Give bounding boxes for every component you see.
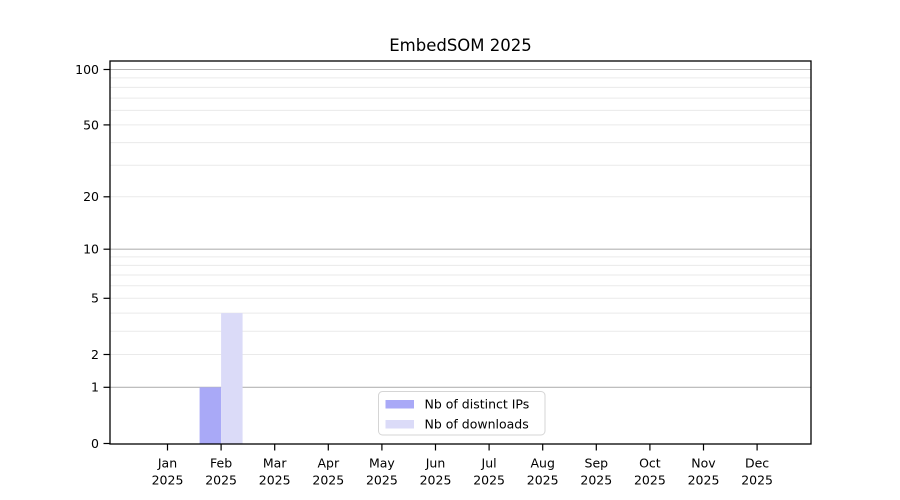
x-tick-label-year-oct: 2025 xyxy=(634,473,666,488)
legend-box xyxy=(378,391,546,436)
x-tick-label-year-feb: 2025 xyxy=(205,473,237,488)
y-tick-label-20: 20 xyxy=(83,189,99,204)
x-tick-label-year-aug: 2025 xyxy=(527,473,559,488)
x-tick-label-year-jul: 2025 xyxy=(473,473,505,488)
y-tick-label-50: 50 xyxy=(83,117,99,132)
legend: Nb of distinct IPs Nb of downloads xyxy=(378,391,546,436)
legend-swatch-nb-of-downloads xyxy=(385,420,414,429)
bar-feb-nb-of-distinct-ips xyxy=(199,387,222,444)
x-tick-label-year-may: 2025 xyxy=(366,473,398,488)
y-tick-label-10: 10 xyxy=(83,242,99,257)
x-tick-label-month-sep: Sep xyxy=(585,456,609,471)
legend-swatch-nb-of-distinct-ips xyxy=(385,400,414,409)
x-tick-label-year-dec: 2025 xyxy=(741,473,773,488)
x-tick-label-month-nov: Nov xyxy=(691,456,716,471)
x-tick-label-year-nov: 2025 xyxy=(688,473,720,488)
y-tick-label-100: 100 xyxy=(75,62,99,77)
x-tick-label-year-apr: 2025 xyxy=(312,473,344,488)
x-tick-label-month-jul: Jul xyxy=(481,456,497,471)
x-tick-label-month-jun: Jun xyxy=(425,456,446,471)
legend-label-nb-of-distinct-ips: Nb of distinct IPs xyxy=(425,397,530,412)
x-tick-label-year-jun: 2025 xyxy=(420,473,452,488)
x-tick-label-month-mar: Mar xyxy=(263,456,287,471)
x-tick-label-year-sep: 2025 xyxy=(580,473,612,488)
chart-title: EmbedSOM 2025 xyxy=(389,36,532,55)
y-tick-label-5: 5 xyxy=(91,291,99,306)
y-tick-label-2: 2 xyxy=(91,347,99,362)
x-tick-label-month-aug: Aug xyxy=(530,456,554,471)
bar-feb-nb-of-downloads xyxy=(221,313,243,444)
x-tick-label-year-mar: 2025 xyxy=(259,473,291,488)
x-tick-label-month-feb: Feb xyxy=(210,456,232,471)
x-tick-label-month-dec: Dec xyxy=(745,456,769,471)
x-tick-label-month-jan: Jan xyxy=(157,456,177,471)
y-tick-label-1: 1 xyxy=(91,380,99,395)
x-tick-label-month-may: May xyxy=(369,456,395,471)
legend-label-nb-of-downloads: Nb of downloads xyxy=(425,417,529,432)
x-tick-label-year-jan: 2025 xyxy=(152,473,184,488)
plot-frame xyxy=(109,60,812,445)
x-tick-label-month-oct: Oct xyxy=(639,456,661,471)
y-tick-label-0: 0 xyxy=(91,436,99,451)
x-tick-label-month-apr: Apr xyxy=(317,456,339,471)
